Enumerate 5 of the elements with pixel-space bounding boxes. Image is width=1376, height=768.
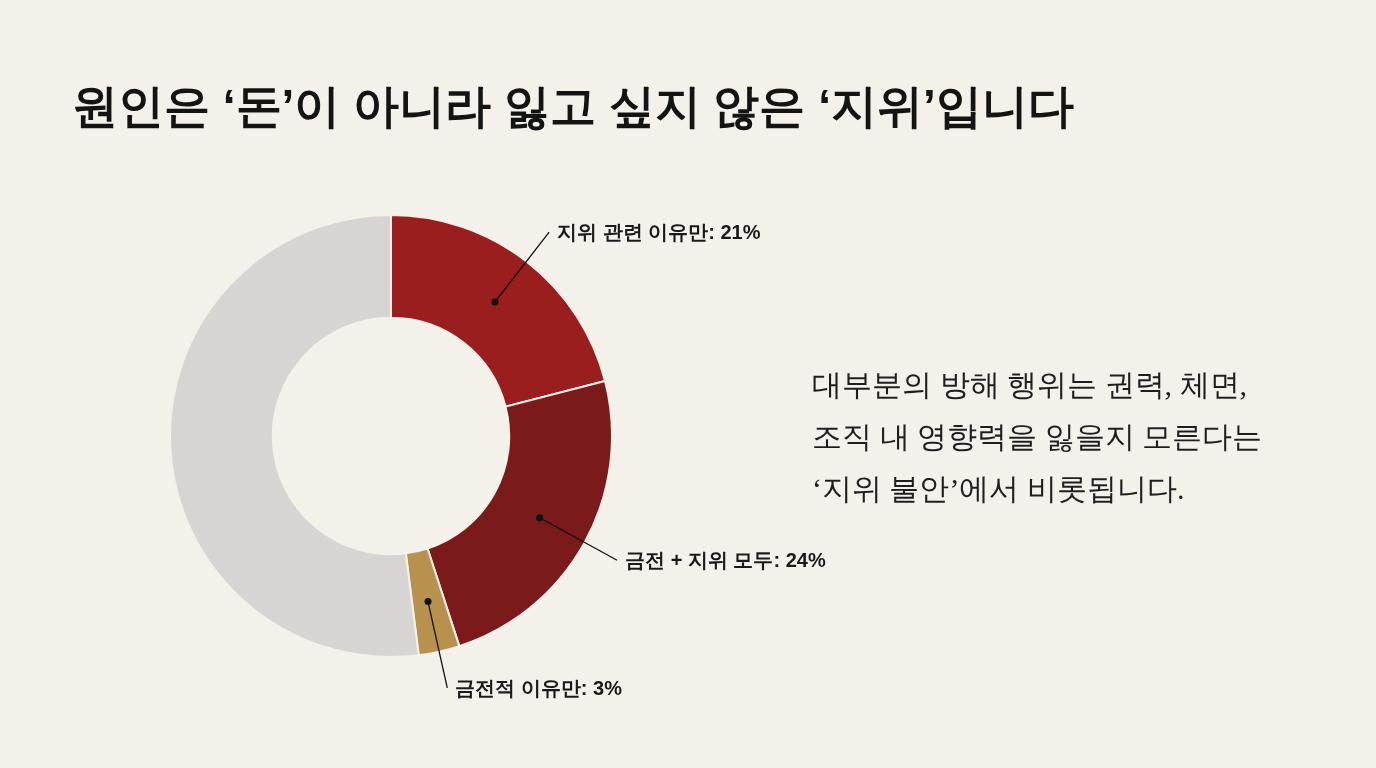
text: 대부분의 방해 행위는 권력, 체면, 조직 내 영향력을 잃을지 모른다는 ‘지위 불안’에서 비롯됩니다. <box>812 368 1262 505</box>
slice-label: 지위 관련 이유만: 21% <box>557 221 761 244</box>
slice-label: 금전적 이유만: 3% <box>455 676 623 699</box>
chart-title: 원인은 ‘돈’이 아니라 잃고 싶지 않은 ‘지위’입니다 <box>72 80 1074 132</box>
slice-label: 금전 + 지위 모두: 24% <box>625 549 826 572</box>
